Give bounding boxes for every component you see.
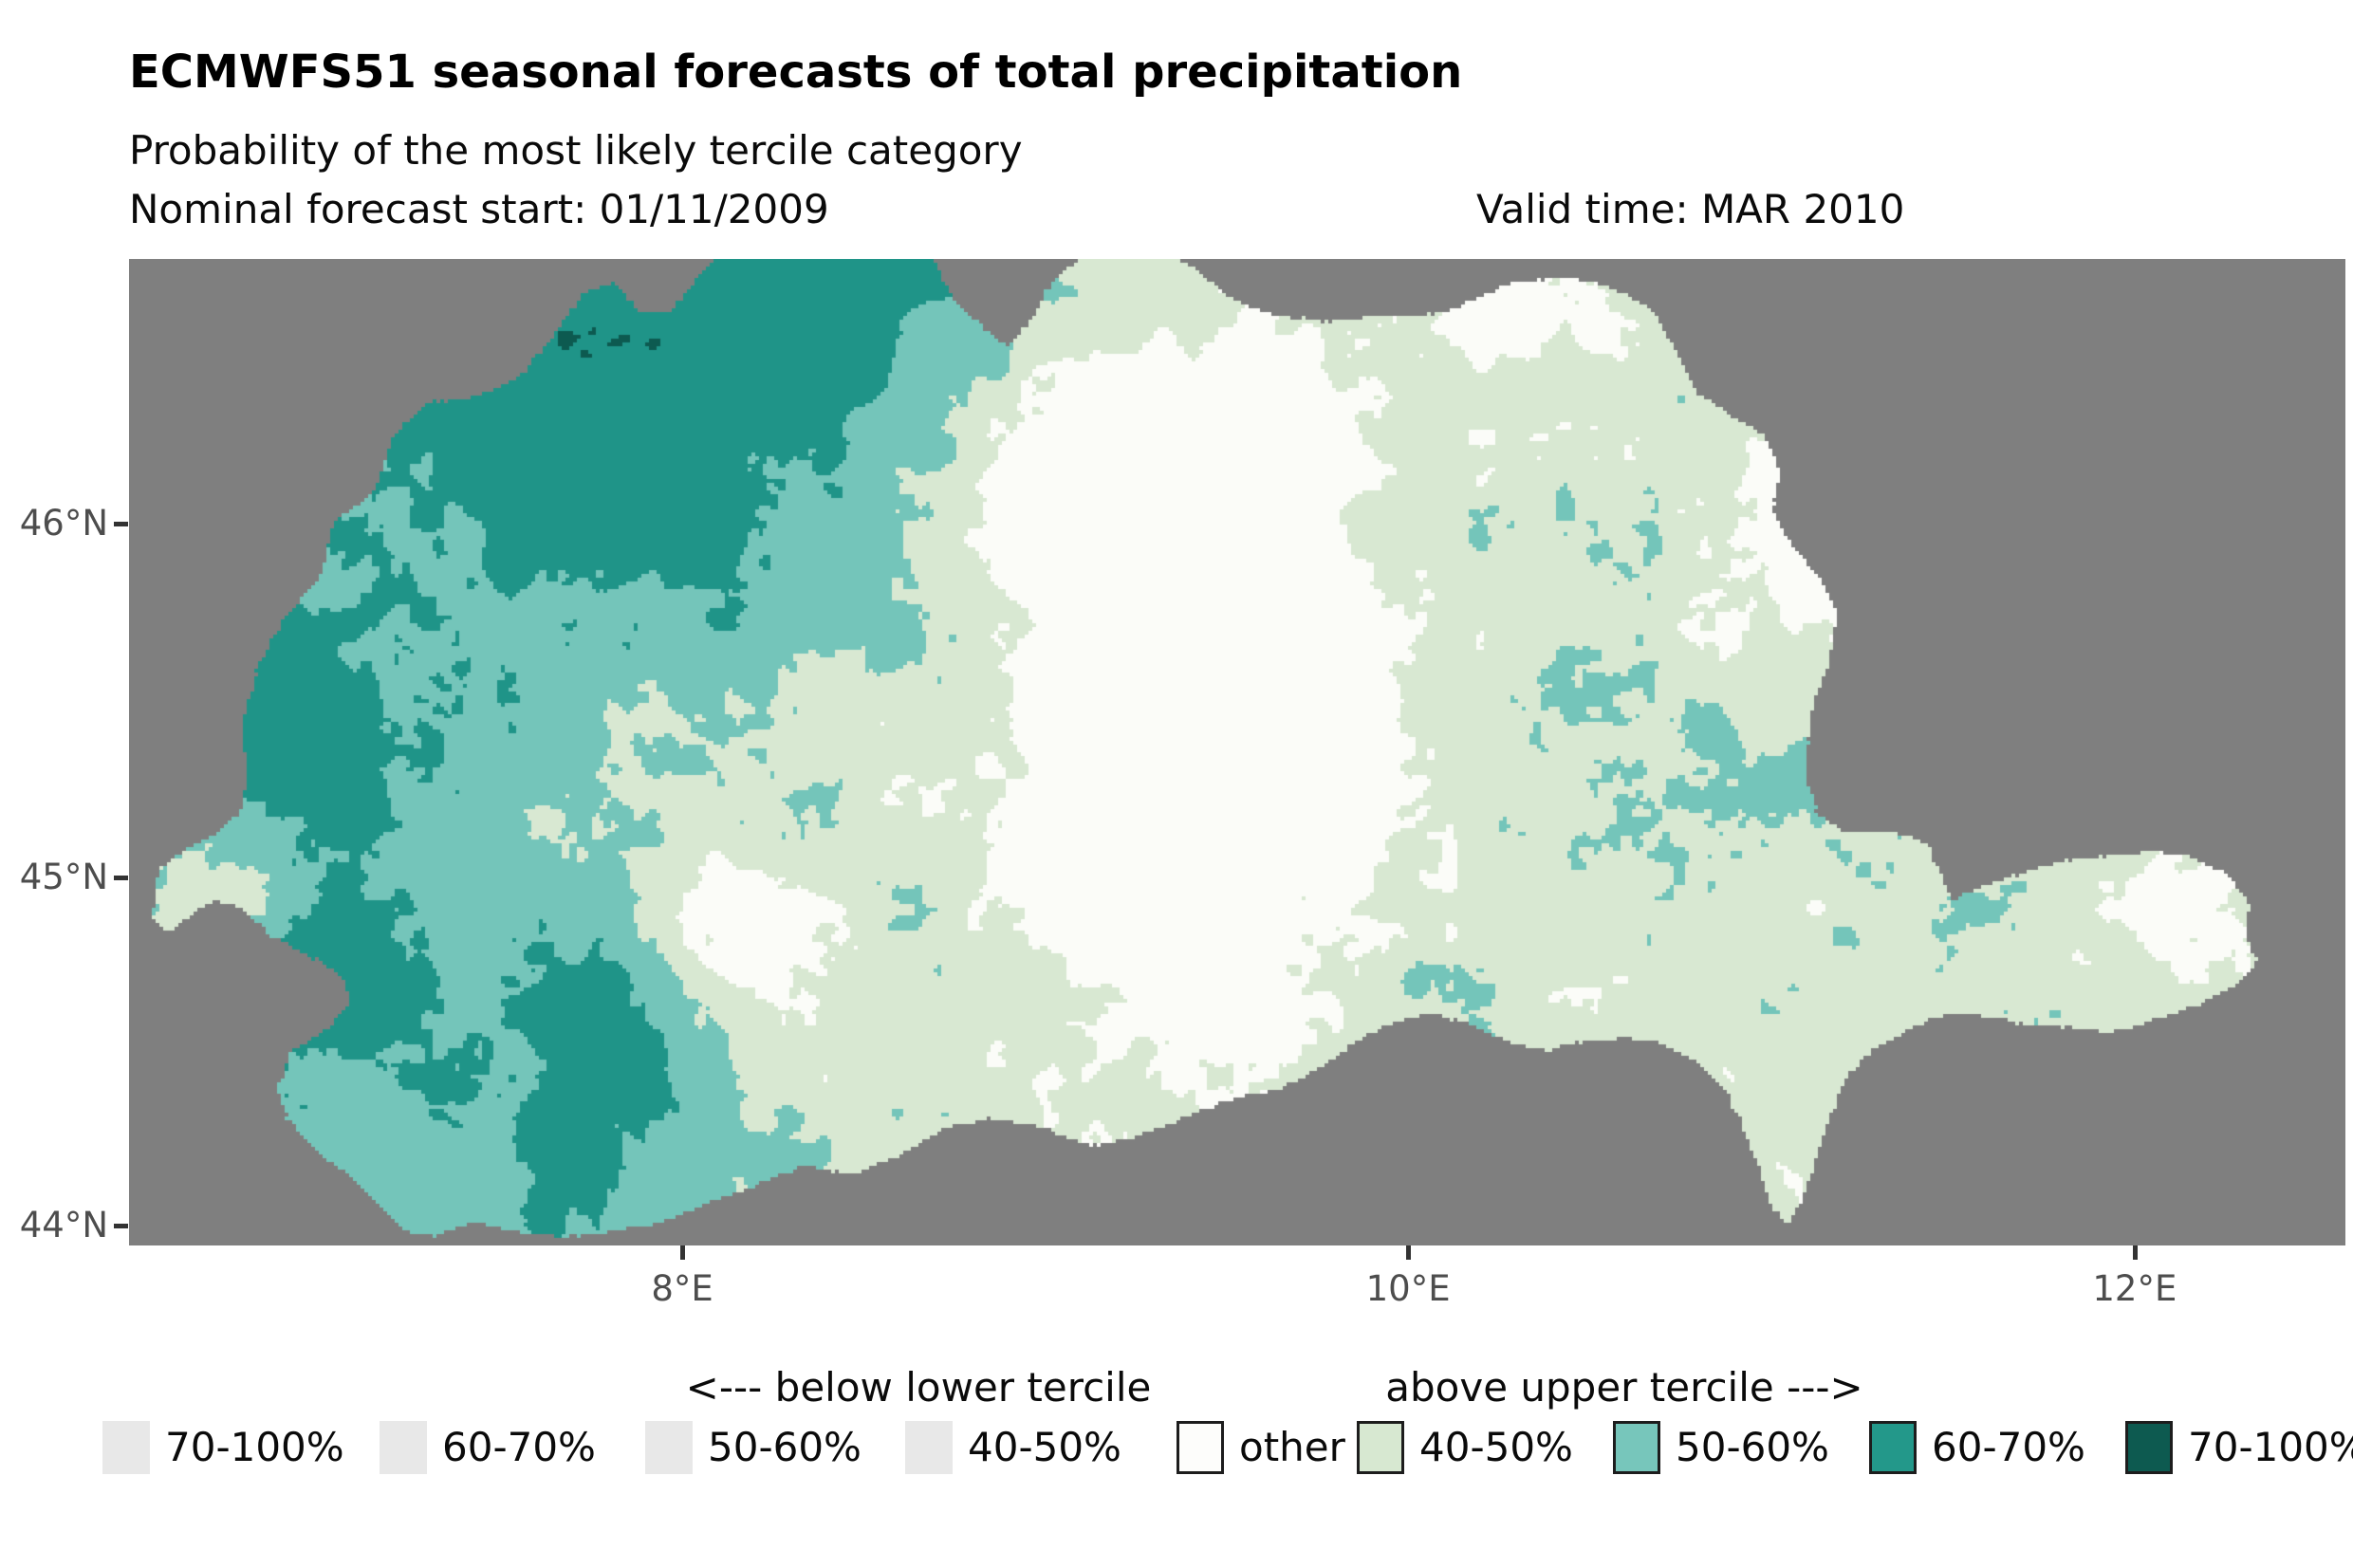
legend-swatch-below-0 bbox=[102, 1421, 150, 1474]
legend-item-below-50-60-: 50-60% bbox=[645, 1421, 862, 1476]
page-title: ECMWFS51 seasonal forecasts of total pre… bbox=[129, 46, 1463, 99]
lat-tick-mark-1 bbox=[114, 876, 128, 881]
legend-item-other-other: other bbox=[1176, 1421, 1345, 1476]
lat-tick-label-2: 44°N bbox=[19, 1205, 108, 1246]
forecast-start-label: Nominal forecast start: 01/11/2009 bbox=[129, 186, 829, 232]
legend-item-below-60-70-: 60-70% bbox=[380, 1421, 596, 1476]
legend-item-above-40-50-: 40-50% bbox=[1357, 1421, 1573, 1476]
lon-tick-label-0: 8°E bbox=[651, 1268, 713, 1309]
map-plot-area bbox=[129, 259, 2345, 1245]
legend-swatch-below-2 bbox=[645, 1421, 693, 1474]
legend-item-above-60-70-: 60-70% bbox=[1869, 1421, 2085, 1476]
legend-swatch-above-8 bbox=[2125, 1421, 2173, 1474]
lon-tick-label-2: 12°E bbox=[2092, 1268, 2177, 1309]
legend-label-above-8: 70-100% bbox=[2188, 1424, 2353, 1470]
lon-tick-mark-0 bbox=[680, 1245, 686, 1260]
legend-swatch-above-7 bbox=[1869, 1421, 1917, 1474]
valid-time-label: Valid time: MAR 2010 bbox=[1476, 186, 1905, 232]
lat-tick-label-0: 46°N bbox=[19, 502, 108, 544]
legend-swatch-below-1 bbox=[380, 1421, 427, 1474]
legend-label-below-2: 50-60% bbox=[708, 1424, 862, 1470]
legend-label-above-7: 60-70% bbox=[1932, 1424, 2085, 1470]
legend-item-below-40-50-: 40-50% bbox=[905, 1421, 1121, 1476]
legend-item-below-70-100-: 70-100% bbox=[102, 1421, 344, 1476]
lon-tick-label-1: 10°E bbox=[1365, 1268, 1451, 1309]
legend-label-other-4: other bbox=[1239, 1424, 1345, 1470]
page-subtitle: Probability of the most likely tercile c… bbox=[129, 127, 1023, 174]
legend-swatch-above-6 bbox=[1613, 1421, 1660, 1474]
lon-tick-mark-2 bbox=[2132, 1245, 2138, 1260]
lat-tick-mark-2 bbox=[114, 1224, 128, 1229]
legend-label-below-0: 70-100% bbox=[165, 1424, 344, 1470]
legend-label-above-6: 50-60% bbox=[1676, 1424, 1829, 1470]
legend-swatch-above-5 bbox=[1357, 1421, 1404, 1474]
legend-swatch-below-3 bbox=[905, 1421, 953, 1474]
lat-tick-label-1: 45°N bbox=[19, 857, 108, 898]
legend-header-below-tercile: <--- below lower tercile bbox=[685, 1364, 1152, 1411]
forecast-raster-map bbox=[129, 259, 2345, 1245]
legend-header-above-tercile: above upper tercile ---> bbox=[1385, 1364, 1863, 1411]
legend-label-below-1: 60-70% bbox=[442, 1424, 596, 1470]
legend-item-above-70-100-: 70-100% bbox=[2125, 1421, 2353, 1476]
legend-swatch-other-4 bbox=[1176, 1421, 1224, 1474]
lon-tick-mark-1 bbox=[1406, 1245, 1412, 1260]
legend-item-above-50-60-: 50-60% bbox=[1613, 1421, 1829, 1476]
legend-label-below-3: 40-50% bbox=[968, 1424, 1121, 1470]
lat-tick-mark-0 bbox=[114, 521, 128, 526]
legend-label-above-5: 40-50% bbox=[1419, 1424, 1573, 1470]
